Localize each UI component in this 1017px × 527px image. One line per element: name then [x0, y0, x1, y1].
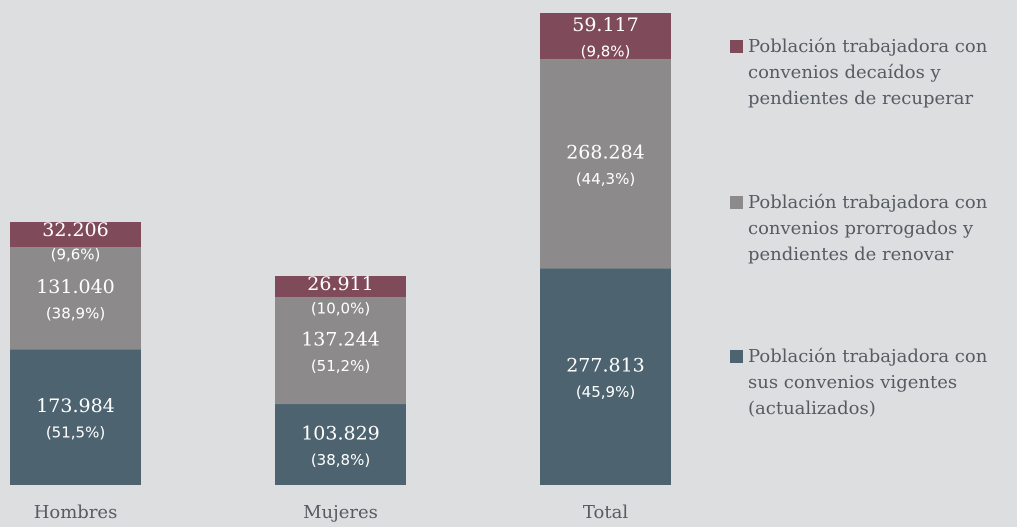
bar-segment [10, 221, 141, 248]
bar-segment [275, 276, 406, 297]
legend-swatch [730, 350, 743, 363]
share-label: (10,0%) [311, 300, 370, 318]
bar-segment [10, 247, 141, 350]
bar-segment [540, 13, 671, 60]
legend-item: Población trabajadora con convenios pror… [730, 190, 1017, 268]
share-label: (9,8%) [581, 43, 631, 61]
value-label: 137.244 [301, 329, 380, 351]
legend-swatch [730, 40, 743, 53]
share-label: (44,3%) [576, 170, 635, 188]
value-label: 173.984 [36, 395, 115, 417]
share-label: (51,2%) [311, 357, 370, 375]
legend-item: Población trabajadora con convenios deca… [730, 34, 1017, 112]
legend-item: Población trabajadora con sus convenios … [730, 344, 1017, 422]
legend-label: Población trabajadora con sus convenios … [748, 346, 988, 419]
value-label: 103.829 [301, 423, 380, 445]
share-label: (38,8%) [311, 451, 370, 469]
value-label: 277.813 [566, 355, 645, 377]
share-label: (9,6%) [51, 245, 101, 263]
share-label: (38,9%) [46, 305, 105, 323]
share-label: (45,9%) [576, 383, 635, 401]
value-label: 268.284 [566, 142, 645, 164]
bar-segment [275, 296, 406, 405]
bar-segment [540, 268, 671, 485]
category-label: Total [583, 502, 628, 523]
category-label: Hombres [34, 502, 118, 523]
legend-label: Población trabajadora con convenios pror… [748, 192, 988, 265]
value-label: 131.040 [36, 276, 115, 298]
bar-segment [540, 59, 671, 269]
share-label: (51,5%) [46, 424, 105, 442]
legend-swatch [730, 196, 743, 209]
value-label: 32.206 [42, 219, 108, 241]
category-label: Mujeres [303, 502, 378, 523]
bar-segment [10, 349, 141, 485]
legend-label: Población trabajadora con convenios deca… [748, 36, 988, 109]
bar-segment [275, 404, 406, 485]
value-label: 59.117 [572, 14, 638, 36]
value-label: 26.911 [307, 273, 373, 295]
